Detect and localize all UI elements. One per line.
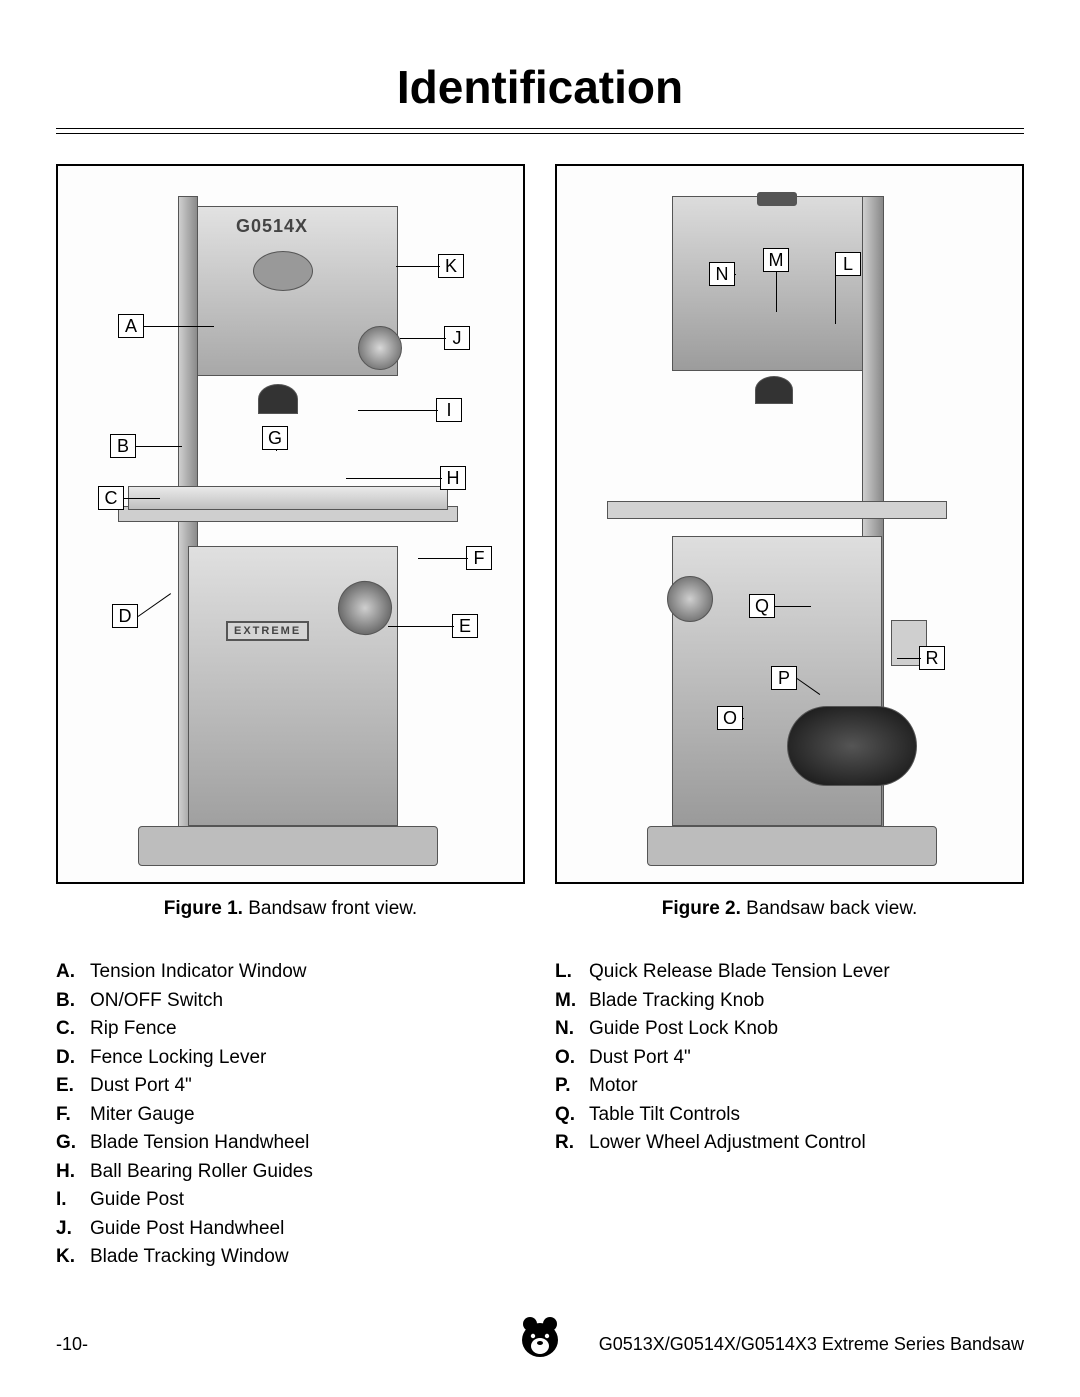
parts-list-left: A.Tension Indicator WindowB.ON/OFF Switc… <box>56 958 525 1272</box>
parts-list-text: Miter Gauge <box>90 1101 195 1130</box>
callout-j: J <box>444 326 470 350</box>
parts-list-row: I.Guide Post <box>56 1186 525 1215</box>
parts-list-row: Q.Table Tilt Controls <box>555 1101 1024 1130</box>
parts-list-row: C.Rip Fence <box>56 1015 525 1044</box>
page-number: -10- <box>56 1334 88 1355</box>
parts-list-row: J.Guide Post Handwheel <box>56 1215 525 1244</box>
parts-list-letter: N. <box>555 1015 589 1044</box>
parts-list-text: Guide Post <box>90 1186 184 1215</box>
callout-b: B <box>110 434 136 458</box>
figure-2-caption: Figure 2. Bandsaw back view. <box>555 898 1024 920</box>
parts-list-row: E.Dust Port 4" <box>56 1072 525 1101</box>
parts-list-letter: B. <box>56 987 90 1016</box>
callout-l: L <box>835 252 861 276</box>
parts-list-row: O.Dust Port 4" <box>555 1044 1024 1073</box>
parts-list-text: Lower Wheel Adjustment Control <box>589 1129 866 1158</box>
parts-list-row: R.Lower Wheel Adjustment Control <box>555 1129 1024 1158</box>
parts-list-row: G.Blade Tension Handwheel <box>56 1129 525 1158</box>
parts-list-row: K.Blade Tracking Window <box>56 1243 525 1272</box>
page-title: Identification <box>56 60 1024 114</box>
parts-list-letter: M. <box>555 987 589 1016</box>
footer-text: G0513X/G0514X/G0514X3 Extreme Series Ban… <box>599 1334 1024 1355</box>
parts-list-letter: G. <box>56 1129 90 1158</box>
parts-list-text: Dust Port 4" <box>90 1072 192 1101</box>
callout-k: K <box>438 254 464 278</box>
parts-list-text: Dust Port 4" <box>589 1044 691 1073</box>
parts-list-letter: Q. <box>555 1101 589 1130</box>
parts-list-row: A.Tension Indicator Window <box>56 958 525 987</box>
callout-d: D <box>112 604 138 628</box>
parts-list-text: Blade Tracking Knob <box>589 987 764 1016</box>
parts-list-row: P.Motor <box>555 1072 1024 1101</box>
parts-list-text: Ball Bearing Roller Guides <box>90 1158 313 1187</box>
callout-n: N <box>709 262 735 286</box>
callout-r: R <box>919 646 945 670</box>
figure-2-box: N M L Q R P O <box>555 164 1024 884</box>
callout-i: I <box>436 398 462 422</box>
figure-1-caption: Figure 1. Bandsaw front view. <box>56 898 525 920</box>
parts-list-letter: H. <box>56 1158 90 1187</box>
figure-2-caption-text: Bandsaw back view. <box>741 898 917 919</box>
parts-list-row: D.Fence Locking Lever <box>56 1044 525 1073</box>
callout-e: E <box>452 614 478 638</box>
callout-c: C <box>98 486 124 510</box>
parts-list-letter: J. <box>56 1215 90 1244</box>
bear-logo-icon <box>516 1312 564 1365</box>
right-column: N M L Q R P O Figure 2. Bandsaw back vie… <box>555 164 1024 1272</box>
parts-list-text: Table Tilt Controls <box>589 1101 740 1130</box>
parts-list-letter: I. <box>56 1186 90 1215</box>
parts-list-text: Guide Post Lock Knob <box>589 1015 778 1044</box>
callout-p: P <box>771 666 797 690</box>
parts-list-letter: F. <box>56 1101 90 1130</box>
parts-list-letter: P. <box>555 1072 589 1101</box>
callout-o: O <box>717 706 743 730</box>
parts-list-letter: E. <box>56 1072 90 1101</box>
title-rule <box>56 128 1024 134</box>
parts-list-letter: R. <box>555 1129 589 1158</box>
parts-list-row: H.Ball Bearing Roller Guides <box>56 1158 525 1187</box>
callout-g: G <box>262 426 288 450</box>
parts-list-letter: C. <box>56 1015 90 1044</box>
figure-1-caption-bold: Figure 1. <box>164 898 243 919</box>
figure-1-box: G0514X EXTREME A B C D K J I H F E G <box>56 164 525 884</box>
parts-list-text: ON/OFF Switch <box>90 987 223 1016</box>
parts-list-letter: L. <box>555 958 589 987</box>
extreme-badge: EXTREME <box>226 621 309 641</box>
parts-list-row: L.Quick Release Blade Tension Lever <box>555 958 1024 987</box>
figure-1-caption-text: Bandsaw front view. <box>243 898 417 919</box>
figure-2-caption-bold: Figure 2. <box>662 898 741 919</box>
parts-list-text: Fence Locking Lever <box>90 1044 266 1073</box>
callout-m: M <box>763 248 789 272</box>
callout-q: Q <box>749 594 775 618</box>
left-column: G0514X EXTREME A B C D K J I H F E G <box>56 164 525 1272</box>
parts-list-row: B.ON/OFF Switch <box>56 987 525 1016</box>
parts-list-text: Rip Fence <box>90 1015 177 1044</box>
parts-list-letter: O. <box>555 1044 589 1073</box>
parts-list-text: Blade Tension Handwheel <box>90 1129 309 1158</box>
parts-list-letter: A. <box>56 958 90 987</box>
parts-list-text: Quick Release Blade Tension Lever <box>589 958 890 987</box>
parts-list-text: Motor <box>589 1072 638 1101</box>
callout-f: F <box>466 546 492 570</box>
callout-a: A <box>118 314 144 338</box>
parts-list-text: Blade Tracking Window <box>90 1243 289 1272</box>
parts-list-row: M.Blade Tracking Knob <box>555 987 1024 1016</box>
model-label: G0514X <box>236 216 308 237</box>
two-column-layout: G0514X EXTREME A B C D K J I H F E G <box>56 164 1024 1272</box>
parts-list-row: N.Guide Post Lock Knob <box>555 1015 1024 1044</box>
parts-list-row: F.Miter Gauge <box>56 1101 525 1130</box>
parts-list-letter: K. <box>56 1243 90 1272</box>
callout-h: H <box>440 466 466 490</box>
parts-list-text: Tension Indicator Window <box>90 958 307 987</box>
parts-list-right: L.Quick Release Blade Tension LeverM.Bla… <box>555 958 1024 1158</box>
parts-list-letter: D. <box>56 1044 90 1073</box>
parts-list-text: Guide Post Handwheel <box>90 1215 284 1244</box>
